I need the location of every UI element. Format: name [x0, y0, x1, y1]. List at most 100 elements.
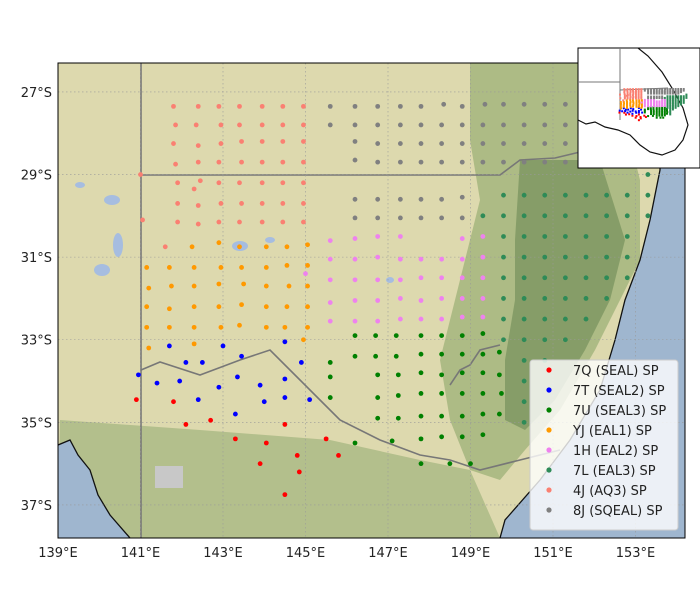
station-point — [604, 254, 610, 260]
inset-point — [666, 111, 669, 114]
station-point — [397, 103, 403, 109]
station-point — [195, 159, 201, 165]
inset-point — [669, 100, 672, 103]
station-point — [501, 234, 506, 239]
inset-point — [674, 101, 677, 104]
map-tile-gap — [155, 466, 183, 488]
inset-point — [682, 95, 685, 98]
inset-point — [671, 103, 674, 106]
station-point — [439, 333, 445, 339]
station-point — [218, 122, 224, 128]
station-point — [218, 141, 224, 146]
inset-point — [634, 116, 637, 119]
inset-point — [653, 92, 656, 95]
inset-point — [650, 103, 653, 106]
station-point — [459, 215, 465, 221]
inset-point — [653, 103, 656, 106]
station-point — [241, 281, 247, 287]
inset-point — [661, 95, 664, 98]
inset-point — [650, 100, 653, 103]
station-point — [294, 452, 300, 458]
station-point — [259, 180, 265, 186]
station-point — [284, 304, 290, 310]
station-point — [521, 234, 527, 239]
inset-point — [622, 107, 625, 110]
inset-point — [685, 96, 688, 99]
station-point — [171, 141, 176, 146]
inset-point — [643, 108, 646, 111]
station-point — [352, 440, 358, 446]
inset-point — [669, 108, 672, 111]
axis-ticks: 139°E 141°E 143°E 145°E 147°E 149°E 151°E 153°E… — [21, 86, 656, 561]
inset-point — [640, 101, 643, 104]
inset-point — [669, 91, 672, 94]
station-point — [521, 419, 527, 425]
inset-point — [626, 105, 629, 108]
inset-point — [680, 103, 683, 106]
legend-marker — [546, 407, 552, 413]
station-point — [418, 298, 424, 303]
station-point — [501, 337, 506, 343]
station-point — [624, 234, 630, 239]
station-point — [239, 302, 244, 308]
station-point — [352, 236, 358, 241]
station-point — [307, 397, 313, 403]
legend-marker — [546, 487, 552, 493]
station-point — [216, 219, 222, 225]
inset-point — [665, 109, 668, 112]
inset-point — [651, 114, 654, 117]
inset-point — [643, 88, 646, 91]
inset-point — [666, 91, 669, 94]
inset-point — [635, 101, 638, 104]
station-point — [284, 244, 290, 250]
inset-point — [650, 97, 653, 100]
station-point — [138, 172, 143, 177]
x-tick-label: 147°E — [368, 546, 408, 561]
inset-point — [647, 98, 650, 101]
inset-point — [663, 100, 666, 103]
station-point — [166, 324, 172, 330]
station-point — [301, 103, 306, 109]
station-point — [216, 304, 222, 310]
station-point — [298, 360, 304, 365]
station-point — [397, 277, 403, 283]
station-point — [521, 357, 527, 363]
station-point — [604, 213, 610, 219]
inset-point — [663, 96, 666, 99]
x-tick-label: 145°E — [286, 546, 326, 561]
inset-point — [629, 102, 632, 105]
inset-point — [619, 97, 622, 100]
inset-point — [626, 91, 629, 94]
inset-point — [674, 105, 677, 108]
inset-point — [623, 88, 626, 91]
station-point — [352, 298, 358, 303]
station-point — [562, 122, 568, 128]
station-point — [259, 122, 265, 128]
inset-point — [669, 87, 672, 90]
station-point — [191, 341, 197, 347]
station-point — [284, 262, 290, 268]
inset-point — [640, 88, 643, 91]
station-point — [173, 161, 178, 167]
station-point — [216, 180, 222, 186]
station-point — [418, 391, 424, 396]
inset-point — [677, 98, 680, 101]
inset-point — [647, 89, 650, 92]
inset-point — [661, 98, 664, 101]
station-point — [395, 393, 401, 398]
inset-point — [658, 106, 661, 109]
series-2-points — [327, 331, 504, 467]
inset-point — [629, 97, 632, 100]
inset-point — [619, 93, 621, 96]
inset-point — [643, 105, 646, 108]
station-point — [439, 351, 445, 357]
station-point — [305, 262, 310, 268]
inset-point — [618, 109, 621, 112]
inset-point — [658, 97, 661, 100]
station-point — [480, 275, 486, 281]
station-point — [259, 159, 265, 165]
inset-point — [647, 97, 650, 100]
y-tick-label: 31°S — [21, 251, 52, 266]
y-tick-label: 33°S — [21, 334, 52, 349]
station-point — [280, 201, 286, 206]
